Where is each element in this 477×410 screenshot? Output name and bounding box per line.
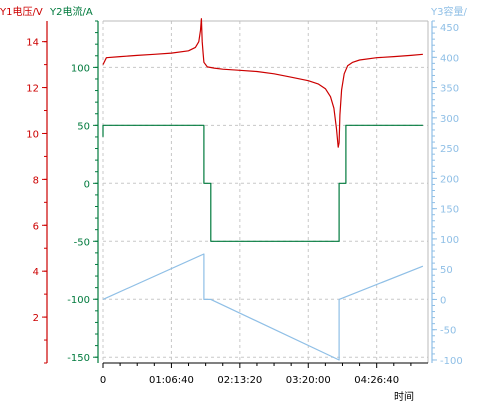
y2-tick-label-3: 0: [84, 179, 90, 190]
y2-tick-label-0: -150: [67, 353, 90, 364]
y1-tick-label-6: 14: [26, 38, 39, 49]
x-tick-label-1: 01:06:40: [149, 375, 194, 386]
y1-tick-label-5: 12: [26, 84, 39, 95]
axes: 0 01:06:40 02:13:20 03:20:00 04:26:40 2 4 6 8 10 1…: [26, 20, 463, 386]
series-group: [102, 18, 424, 361]
y1-tick-label-0: 2: [33, 313, 39, 324]
y1-tick-label-1: 4: [33, 267, 39, 278]
series-line-y1: [102, 18, 423, 148]
y2-tick-label-5: 100: [71, 63, 90, 74]
y2-tick-label-4: 50: [77, 121, 90, 132]
series-line-y3: [102, 253, 424, 361]
y3-tick-label-9: 350: [440, 84, 459, 95]
y2-tick-label-1: -100: [67, 295, 90, 306]
x-tick-label-3: 03:20:00: [286, 375, 331, 386]
x-tick-label-2: 02:13:20: [217, 375, 262, 386]
y1-tick-label-2: 6: [33, 221, 39, 232]
x-axis-label: 时间: [394, 390, 414, 403]
y1-tick-label-4: 10: [26, 129, 39, 140]
series-line-y2: [102, 124, 423, 242]
y3-axis-label: Y3容量/: [430, 5, 467, 18]
y2-tick-label-2: -50: [74, 237, 90, 248]
y3-tick-label-5: 150: [440, 205, 459, 216]
y3-tick-label-6: 200: [440, 174, 459, 185]
plot-area: [103, 21, 428, 363]
y3-tick-label-7: 250: [440, 144, 459, 155]
y3-tick-label-10: 400: [440, 53, 459, 64]
x-tick-label-0: 0: [100, 375, 106, 386]
x-tick-label-4: 04:26:40: [354, 375, 399, 386]
y3-tick-label-0: -100: [440, 356, 463, 367]
y3-tick-label-4: 100: [440, 235, 459, 246]
y1-tick-label-3: 8: [33, 175, 39, 186]
y3-tick-label-3: 50: [440, 265, 453, 276]
y3-tick-label-8: 300: [440, 114, 459, 125]
y1-axis-label: Y1电压/V: [0, 5, 43, 18]
y2-axis-label: Y2电流/A: [49, 5, 93, 18]
y3-tick-label-1: -50: [440, 326, 456, 337]
y3-tick-label-11: 450: [440, 23, 459, 34]
y3-tick-label-2: 0: [440, 295, 446, 306]
